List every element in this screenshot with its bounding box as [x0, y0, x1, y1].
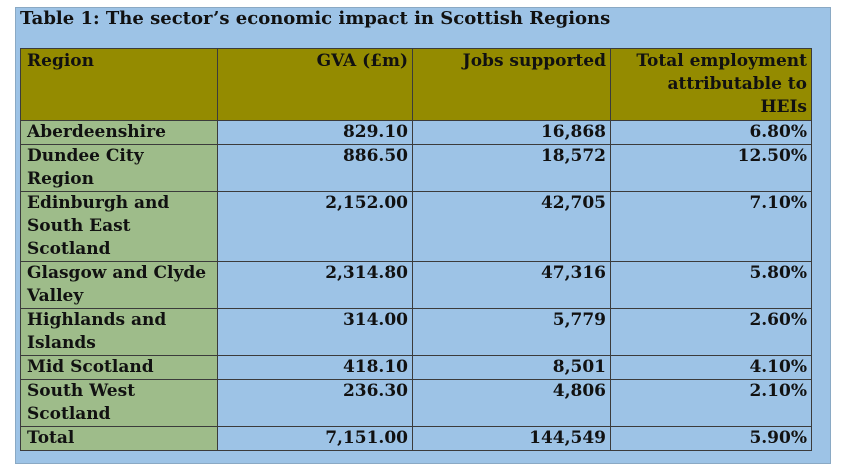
region-cell: Mid Scotland — [20, 355, 218, 380]
jobs-cell: 4,806 — [412, 379, 611, 427]
table-caption: Table 1: The sector’s economic impact in… — [20, 8, 611, 29]
region-cell: South West Scotland — [20, 379, 218, 427]
employment-cell: 5.80% — [610, 261, 812, 309]
employment-cell: 6.80% — [610, 120, 812, 145]
table-row: Aberdeenshire 829.10 16,868 6.80% — [20, 120, 812, 145]
table-row: Glasgow and Clyde Valley 2,314.80 47,316… — [20, 261, 812, 309]
employment-cell: 7.10% — [610, 191, 812, 262]
jobs-cell: 144,549 — [412, 426, 611, 451]
gva-cell: 2,152.00 — [217, 191, 413, 262]
gva-cell: 886.50 — [217, 144, 413, 192]
gva-cell: 236.30 — [217, 379, 413, 427]
region-cell: Edinburgh and South East Scotland — [20, 191, 218, 262]
table-row: Highlands and Islands 314.00 5,779 2.60% — [20, 308, 812, 356]
gva-cell: 418.10 — [217, 355, 413, 380]
column-header-region: Region — [20, 48, 218, 121]
jobs-cell: 18,572 — [412, 144, 611, 192]
header-row: Region GVA (£m) Jobs supported Total emp… — [20, 48, 812, 121]
column-header-jobs: Jobs supported — [412, 48, 611, 121]
column-header-employment: Total employment attributable to HEIs — [610, 48, 812, 121]
jobs-cell: 47,316 — [412, 261, 611, 309]
jobs-cell: 5,779 — [412, 308, 611, 356]
region-cell: Glasgow and Clyde Valley — [20, 261, 218, 309]
table-row: South West Scotland 236.30 4,806 2.10% — [20, 379, 812, 427]
table-row: Edinburgh and South East Scotland 2,152.… — [20, 191, 812, 262]
gva-cell: 829.10 — [217, 120, 413, 145]
jobs-cell: 42,705 — [412, 191, 611, 262]
region-cell: Highlands and Islands — [20, 308, 218, 356]
gva-cell: 2,314.80 — [217, 261, 413, 309]
region-cell: Aberdeenshire — [20, 120, 218, 145]
region-cell: Dundee City Region — [20, 144, 218, 192]
jobs-cell: 16,868 — [412, 120, 611, 145]
total-row: Total 7,151.00 144,549 5.90% — [20, 426, 812, 451]
jobs-cell: 8,501 — [412, 355, 611, 380]
employment-cell: 2.10% — [610, 379, 812, 427]
employment-cell: 12.50% — [610, 144, 812, 192]
gva-cell: 7,151.00 — [217, 426, 413, 451]
employment-cell: 2.60% — [610, 308, 812, 356]
table-row: Mid Scotland 418.10 8,501 4.10% — [20, 355, 812, 380]
employment-cell: 5.90% — [610, 426, 812, 451]
region-impact-table: Region GVA (£m) Jobs supported Total emp… — [20, 48, 812, 451]
gva-cell: 314.00 — [217, 308, 413, 356]
table-row: Dundee City Region 886.50 18,572 12.50% — [20, 144, 812, 192]
employment-cell: 4.10% — [610, 355, 812, 380]
column-header-gva: GVA (£m) — [217, 48, 413, 121]
region-cell: Total — [20, 426, 218, 451]
